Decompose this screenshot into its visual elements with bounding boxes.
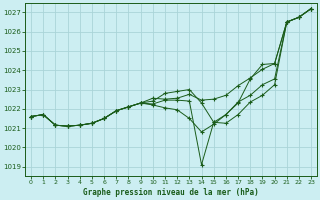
X-axis label: Graphe pression niveau de la mer (hPa): Graphe pression niveau de la mer (hPa) (83, 188, 259, 197)
